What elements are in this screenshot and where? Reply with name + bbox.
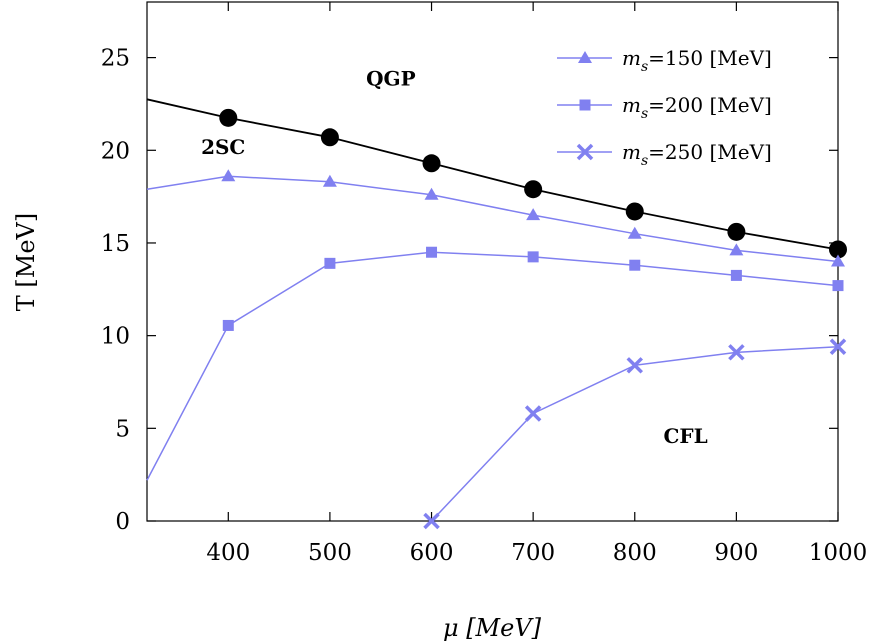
series-line-2 [146, 251, 839, 481]
data-point-series-2 [324, 257, 336, 269]
data-point-series-0 [625, 202, 644, 221]
y-tick-label: 25 [101, 46, 130, 72]
axis-ticks: 400 500 600 700 800 900 1000 0 5 10 15 20 25 [101, 2, 868, 566]
legend-label: ms=200 [MeV] [622, 93, 772, 122]
data-point-series-3 [423, 512, 440, 530]
data-point-series-0 [320, 128, 339, 147]
data-point-series-1 [627, 226, 642, 239]
x-tick-label: 900 [714, 540, 758, 566]
y-axis-title: T [MeV] [12, 213, 40, 311]
data-point-series-3-stroke-2 [524, 405, 542, 422]
series-line-1 [146, 175, 839, 263]
y-tick-label: 20 [101, 138, 130, 164]
data-point-series-0 [219, 108, 238, 127]
data-point-series-0 [422, 154, 441, 173]
data-point-series-1 [729, 243, 744, 256]
data-point-series-1 [221, 169, 236, 182]
data-point-series-2 [426, 246, 438, 258]
series-line-0 [146, 98, 839, 251]
data-point-series-2 [527, 251, 539, 263]
legend-label: ms=150 [MeV] [622, 46, 772, 75]
x-axis-title: μ [MeV] [443, 614, 542, 642]
plot-frame [146, 1, 839, 522]
region-label: QGP [366, 66, 416, 90]
data-point-series-2 [730, 269, 742, 281]
data-point-series-3-stroke-2 [423, 512, 440, 530]
data-point-series-1 [322, 174, 337, 187]
x-tick-label: 400 [206, 540, 250, 566]
data-point-series-0 [727, 222, 746, 241]
data-point-series-3-stroke-2 [728, 344, 745, 361]
data-point-series-1 [424, 187, 439, 200]
data-point-series-3 [524, 405, 542, 422]
data-point-series-0 [524, 180, 543, 199]
data-point-series-3 [728, 344, 745, 361]
data-point-series-0 [829, 240, 847, 259]
legend-marker-stroke-2 [576, 143, 594, 161]
legend-marker [576, 143, 594, 161]
x-tick-label: 800 [613, 540, 657, 566]
annotations: QGP 2SC CFL [201, 66, 708, 448]
data-point-series-3-stroke-2 [626, 357, 644, 374]
y-tick-label: 0 [115, 509, 130, 535]
data-point-series-3-stroke-2 [829, 338, 847, 356]
legend-label: ms=250 [MeV] [622, 140, 772, 169]
y-tick-label: 10 [101, 324, 130, 350]
legend: ms=150 [MeV] ms=200 [MeV] ms=250 [MeV] [557, 46, 772, 169]
legend-marker [578, 51, 592, 63]
x-tick-label: 500 [308, 540, 352, 566]
x-tick-label: 600 [410, 540, 454, 566]
data-point-series-1 [831, 254, 845, 267]
data-point-series-3 [626, 357, 644, 374]
y-tick-label: 15 [101, 231, 130, 257]
legend-marker [579, 99, 591, 111]
y-tick-label: 5 [115, 416, 130, 442]
data-point-series-3 [829, 338, 847, 356]
region-label: CFL [663, 424, 707, 448]
series-line-3 [430, 346, 839, 522]
x-tick-label: 700 [511, 540, 555, 566]
data-point-series-2 [629, 259, 641, 271]
data-point-series-2 [222, 319, 234, 331]
x-tick-label: 1000 [809, 540, 868, 566]
data-point-series-1 [526, 208, 541, 221]
region-label: 2SC [201, 135, 245, 159]
data-point-series-2 [832, 280, 844, 292]
series-layer [146, 98, 847, 530]
